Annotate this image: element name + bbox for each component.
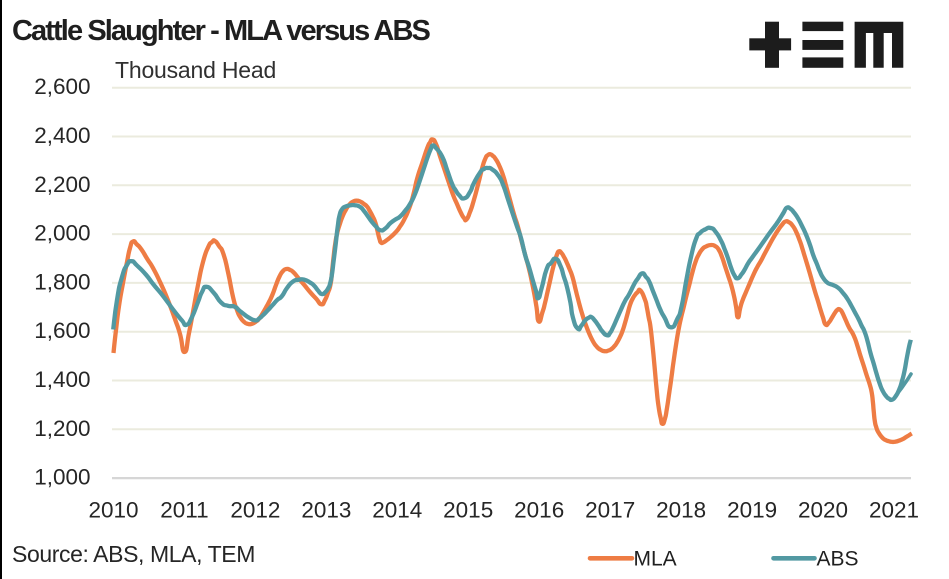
svg-text:2021: 2021	[869, 498, 919, 523]
svg-text:2020: 2020	[798, 498, 848, 523]
svg-text:2013: 2013	[301, 498, 351, 523]
svg-text:1,800: 1,800	[34, 269, 90, 294]
svg-text:2014: 2014	[372, 498, 422, 523]
svg-text:1,400: 1,400	[34, 367, 90, 392]
svg-text:2,000: 2,000	[34, 221, 90, 246]
svg-text:1,200: 1,200	[34, 416, 90, 441]
svg-text:2011: 2011	[160, 498, 208, 523]
svg-text:ABS: ABS	[817, 548, 859, 571]
svg-text:2019: 2019	[727, 498, 777, 523]
svg-text:MLA: MLA	[634, 548, 677, 571]
svg-text:2015: 2015	[443, 498, 493, 523]
svg-text:2010: 2010	[88, 498, 138, 523]
svg-text:2018: 2018	[656, 498, 706, 523]
svg-text:2016: 2016	[514, 498, 564, 523]
svg-text:1,600: 1,600	[34, 318, 90, 343]
svg-text:2,600: 2,600	[34, 74, 90, 99]
svg-text:2017: 2017	[585, 498, 635, 523]
svg-text:2012: 2012	[230, 498, 280, 523]
svg-text:2,400: 2,400	[34, 123, 90, 148]
svg-text:1,000: 1,000	[34, 465, 90, 490]
svg-text:2,200: 2,200	[34, 172, 90, 197]
